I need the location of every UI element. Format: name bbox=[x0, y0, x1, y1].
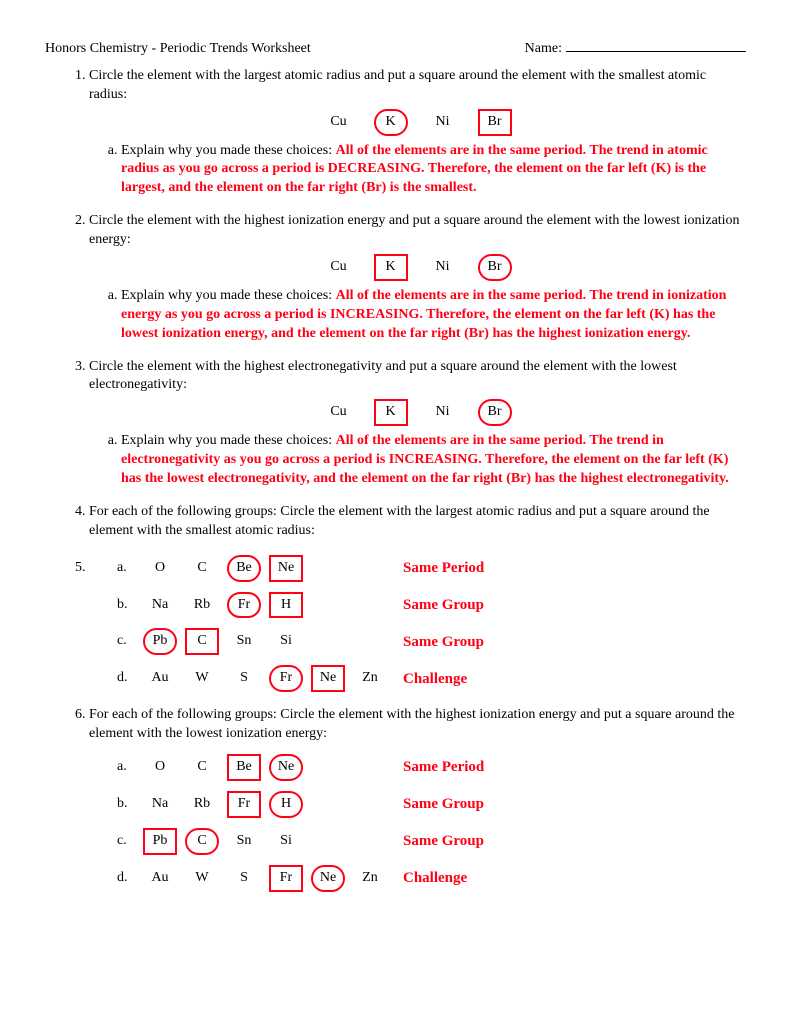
element-symbol: K bbox=[374, 399, 408, 426]
element-group-row: c.Pb C Sn Si Same Group bbox=[117, 628, 746, 655]
q1-elements: Cu K Ni Br bbox=[89, 109, 746, 136]
element-symbol: Si bbox=[271, 630, 301, 653]
element-symbol: Ne bbox=[269, 555, 303, 582]
element-symbol: H bbox=[269, 791, 303, 818]
q4-rows: a.OCBeNeSame Periodb.NaRbFrHSame Groupc.… bbox=[117, 555, 746, 693]
row-tag: Same Group bbox=[403, 632, 484, 652]
element-symbol: Sn bbox=[229, 630, 259, 653]
worksheet-title: Honors Chemistry - Periodic Trends Works… bbox=[45, 40, 311, 59]
question-5: a.OCBeNeSame Periodb.NaRbFrHSame Groupc.… bbox=[89, 555, 746, 693]
element-symbol: Fr bbox=[269, 865, 303, 892]
question-list: Circle the element with the largest atom… bbox=[45, 67, 746, 892]
q3-sub-a: Explain why you made these choices: All … bbox=[121, 432, 746, 489]
question-2: Circle the element with the highest ioni… bbox=[89, 212, 746, 343]
row-letter: d. bbox=[117, 669, 139, 688]
element-symbol: C bbox=[187, 557, 217, 580]
element-symbol: Cu bbox=[324, 256, 354, 279]
name-blank bbox=[566, 51, 746, 52]
row-tag: Same Group bbox=[403, 794, 484, 814]
element-symbol: Au bbox=[145, 667, 175, 690]
row-letter: c. bbox=[117, 632, 139, 651]
element-symbol: Si bbox=[271, 830, 301, 853]
element-group-row: a. OC Be Ne Same Period bbox=[117, 555, 746, 582]
row-tag: Challenge bbox=[403, 868, 467, 888]
element-symbol: Fr bbox=[227, 592, 261, 619]
row-letter: a. bbox=[117, 758, 139, 777]
element-symbol: Cu bbox=[324, 111, 354, 134]
question-1: Circle the element with the largest atom… bbox=[89, 67, 746, 198]
row-letter: d. bbox=[117, 869, 139, 888]
element-symbol: Pb bbox=[143, 628, 177, 655]
name-field: Name: bbox=[525, 40, 746, 59]
element-symbol: W bbox=[187, 867, 217, 890]
element-symbol: Be bbox=[227, 555, 261, 582]
element-symbol: Cu bbox=[324, 401, 354, 424]
element-symbol: W bbox=[187, 667, 217, 690]
q2-sub-a: Explain why you made these choices: All … bbox=[121, 287, 746, 344]
question-4: For each of the following groups: Circle… bbox=[89, 503, 746, 541]
element-symbol: Zn bbox=[355, 867, 385, 890]
element-symbol: H bbox=[269, 592, 303, 619]
element-symbol: Be bbox=[227, 754, 261, 781]
element-group-row: c.Pb C Sn Si Same Group bbox=[117, 828, 746, 855]
element-symbol: Br bbox=[478, 109, 512, 136]
row-tag: Same Period bbox=[403, 558, 484, 578]
row-letter: c. bbox=[117, 832, 139, 851]
element-symbol: O bbox=[145, 756, 175, 779]
element-symbol: C bbox=[185, 828, 219, 855]
element-symbol: K bbox=[374, 254, 408, 281]
element-symbol: Pb bbox=[143, 828, 177, 855]
row-tag: Same Period bbox=[403, 757, 484, 777]
element-symbol: Ne bbox=[311, 665, 345, 692]
row-letter: b. bbox=[117, 596, 139, 615]
element-group-row: d. Au WS Fr Ne Zn Challenge bbox=[117, 865, 746, 892]
row-tag: Challenge bbox=[403, 669, 467, 689]
element-group-row: b. Na Rb Fr H Same Group bbox=[117, 592, 746, 619]
element-symbol: Na bbox=[145, 594, 175, 617]
element-symbol: Ni bbox=[428, 401, 458, 424]
element-symbol: Rb bbox=[187, 594, 217, 617]
element-symbol: Au bbox=[145, 867, 175, 890]
element-symbol: C bbox=[187, 756, 217, 779]
element-group-row: d. Au WS Fr Ne Zn Challenge bbox=[117, 665, 746, 692]
page-header: Honors Chemistry - Periodic Trends Works… bbox=[45, 40, 746, 59]
element-symbol: Ne bbox=[269, 754, 303, 781]
element-symbol: C bbox=[185, 628, 219, 655]
element-symbol: Ni bbox=[428, 256, 458, 279]
question-3: Circle the element with the highest elec… bbox=[89, 358, 746, 489]
question-6: For each of the following groups: Circle… bbox=[89, 706, 746, 891]
element-group-row: b. Na Rb Fr H Same Group bbox=[117, 791, 746, 818]
element-symbol: Ni bbox=[428, 111, 458, 134]
q1-sub-a: Explain why you made these choices: All … bbox=[121, 142, 746, 199]
element-symbol: S bbox=[229, 867, 259, 890]
q6-rows: a.OCBeNeSame Periodb.NaRbFrHSame Groupc.… bbox=[117, 754, 746, 892]
element-symbol: Zn bbox=[355, 667, 385, 690]
element-symbol: Br bbox=[478, 399, 512, 426]
element-symbol: Na bbox=[145, 793, 175, 816]
row-tag: Same Group bbox=[403, 831, 484, 851]
element-symbol: Ne bbox=[311, 865, 345, 892]
element-symbol: K bbox=[374, 109, 408, 136]
row-letter: b. bbox=[117, 795, 139, 814]
element-symbol: S bbox=[229, 667, 259, 690]
q3-elements: Cu K Ni Br bbox=[89, 399, 746, 426]
q2-elements: Cu K Ni Br bbox=[89, 254, 746, 281]
element-symbol: Fr bbox=[269, 665, 303, 692]
element-group-row: a. OC Be Ne Same Period bbox=[117, 754, 746, 781]
element-symbol: Br bbox=[478, 254, 512, 281]
element-symbol: O bbox=[145, 557, 175, 580]
element-symbol: Fr bbox=[227, 791, 261, 818]
row-tag: Same Group bbox=[403, 595, 484, 615]
element-symbol: Rb bbox=[187, 793, 217, 816]
element-symbol: Sn bbox=[229, 830, 259, 853]
row-letter: a. bbox=[117, 559, 139, 578]
